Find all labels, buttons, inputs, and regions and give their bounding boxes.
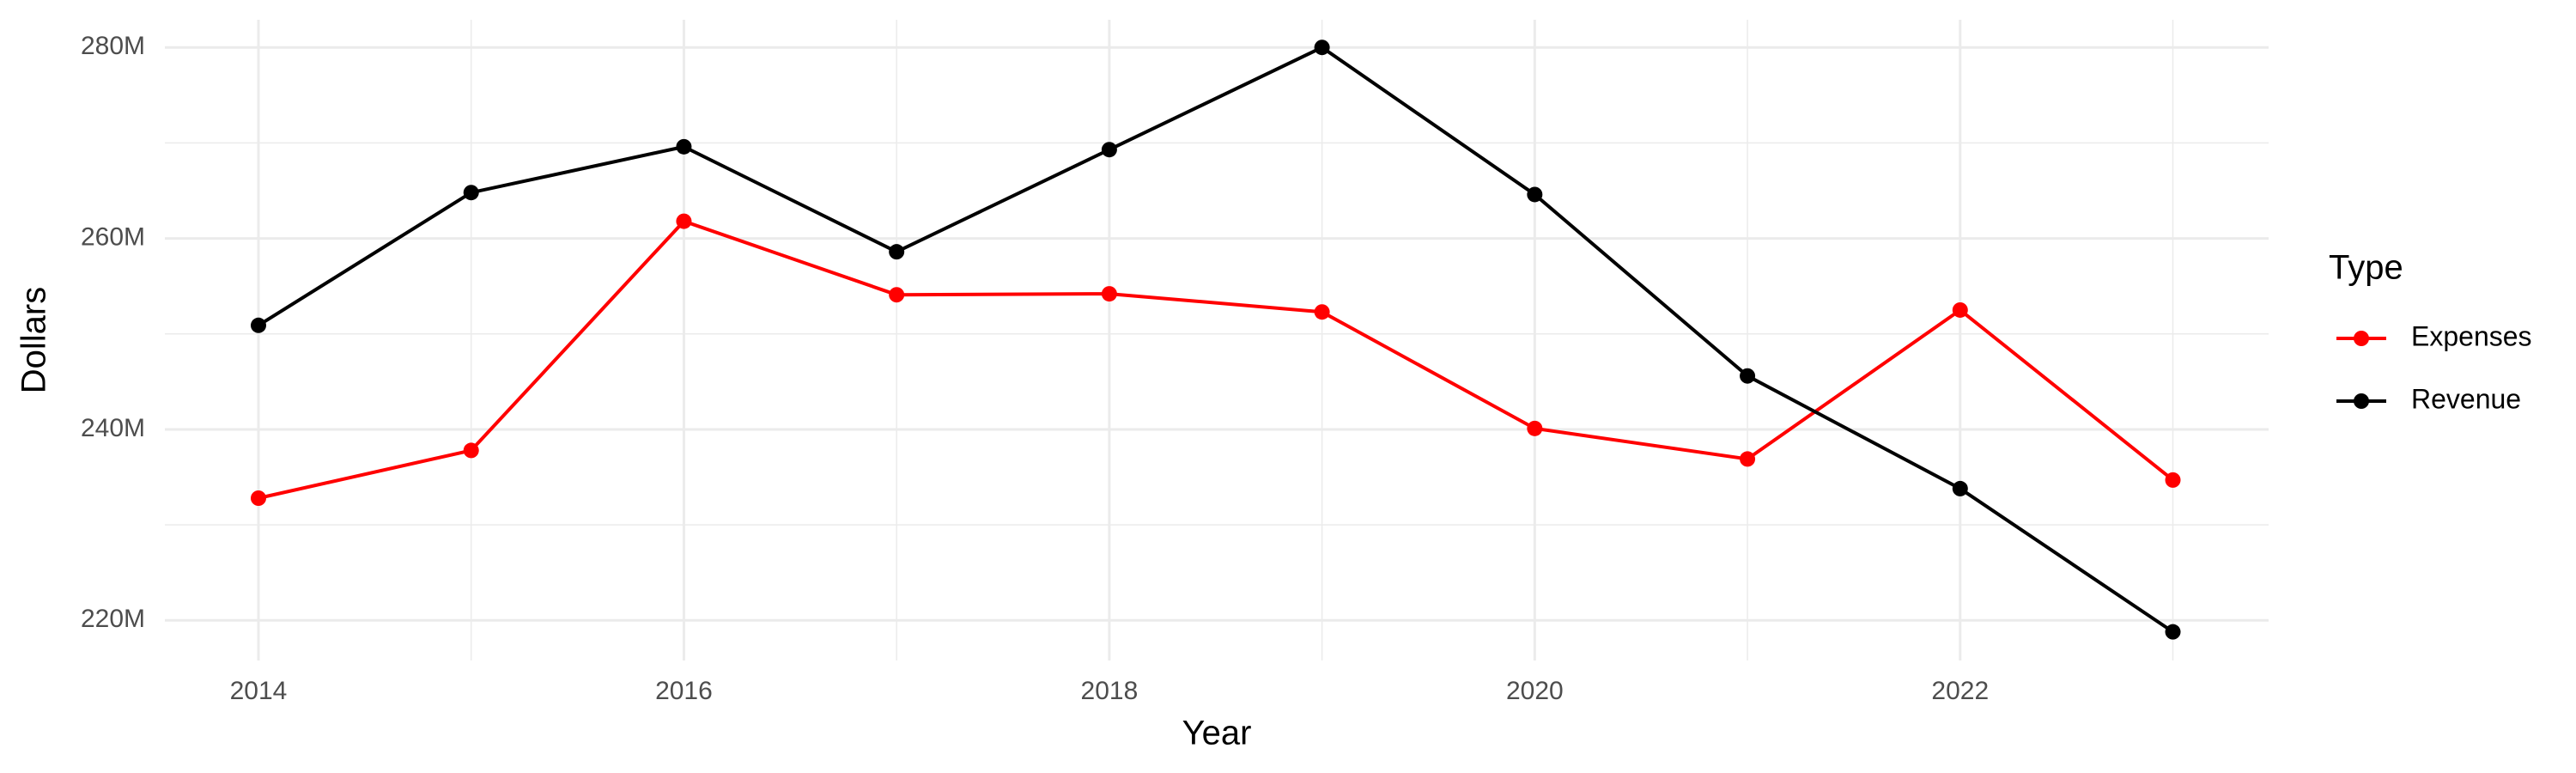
data-point [1527,186,1543,203]
data-point [463,442,479,459]
x-tick-label: 2014 [230,677,288,705]
grid [165,20,2269,660]
y-tick-label: 240M [81,414,145,442]
data-point [250,490,266,506]
x-tick-label: 2018 [1081,677,1139,705]
data-point [1101,286,1117,302]
x-tick-label: 2016 [655,677,713,705]
x-tick-label: 2022 [1931,677,1989,705]
data-point [1952,480,1968,496]
data-point [1740,368,1756,384]
data-point [463,185,479,201]
series-line [258,219,2174,500]
legend-label: Revenue [2411,383,2521,414]
data-point [676,138,692,155]
data-point [250,317,266,333]
x-tick-label: 2020 [1506,677,1564,705]
series-line [257,45,2174,634]
legend-key-point [2354,331,2369,346]
data-point [1314,40,1330,56]
data-point [1314,304,1330,320]
legend-key-point [2354,393,2369,409]
y-tick-label: 260M [81,223,145,252]
y-tick-label: 280M [81,32,145,60]
data-point [1952,301,1968,318]
legend-label: Expenses [2411,320,2532,351]
data-point [1740,451,1756,467]
data-point [889,244,905,260]
y-tick-label: 220M [81,605,145,633]
data-point [676,213,692,229]
data-point [2165,472,2181,488]
data-point [2165,624,2181,640]
legend-title: Type [2329,249,2403,287]
data-point [1527,420,1543,436]
y-axis-title: Dollars [15,287,53,393]
data-point [1101,142,1117,158]
data-point [889,287,905,303]
x-axis-title: Year [1182,715,1252,752]
